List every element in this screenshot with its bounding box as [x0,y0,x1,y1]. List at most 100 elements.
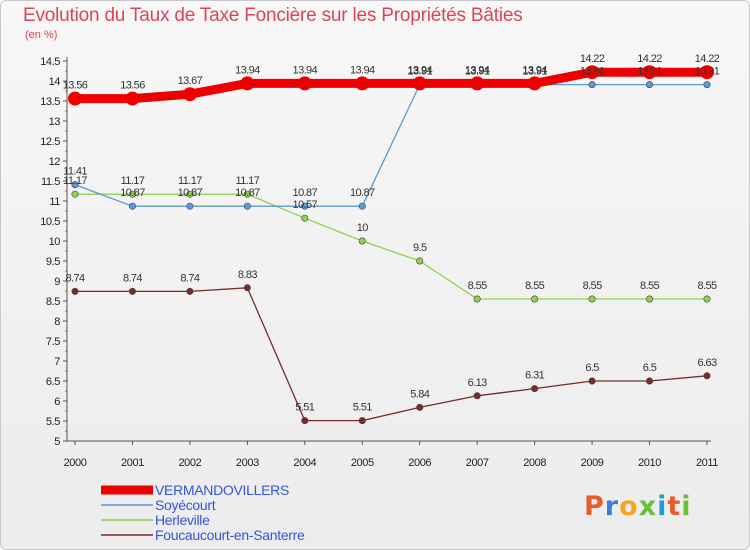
logo-letter: i [681,491,692,522]
y-tick-label: 5 [54,436,60,448]
data-point [243,190,251,198]
unit-label: (en %) [25,29,58,41]
data-point [473,392,481,400]
x-tick-label: 2000 [64,457,87,469]
proxiti-logo: Proxiti [584,491,692,522]
data-label: 14.22 [580,53,605,65]
y-tick-label: 9 [54,276,60,288]
data-label: 10.87 [350,187,375,199]
series-line-3 [75,287,708,422]
data-point [125,91,140,106]
data-point [358,202,366,210]
x-tick-label: 2003 [236,457,259,469]
data-point [297,76,312,91]
data-point [703,295,711,303]
data-label: 8.55 [697,280,716,292]
data-label: 8.55 [468,280,487,292]
y-tick-label: 8.5 [46,296,60,308]
logo-letter: x [638,491,658,522]
series-line-1 [74,83,707,207]
chart-title: Evolution du Taux de Taxe Foncière sur l… [23,5,523,26]
x-tick-label: 2010 [638,457,661,469]
data-label: 9.5 [413,242,427,254]
data-point [71,287,79,295]
x-tick-label: 2011 [696,457,718,469]
data-point [68,91,82,106]
y-tick-label: 9.5 [46,256,60,268]
y-tick-label: 14 [49,76,61,88]
y-tick-label: 11.5 [41,176,60,188]
data-label: 11.17 [236,175,260,187]
data-point [355,76,370,91]
series-line-0 [75,67,707,104]
data-label: 14.22 [695,53,720,65]
data-point [527,76,542,91]
data-label: 13.94 [235,64,260,76]
data-label: 13.94 [293,64,318,76]
x-tick-label: 2004 [293,457,316,469]
data-point [700,65,714,80]
data-label: 13.94 [407,64,432,76]
series-line-2 [75,193,707,300]
data-label: 10.87 [120,187,145,199]
data-label: 8.55 [640,280,659,292]
data-label: 8.74 [123,272,142,284]
y-tick-label: 10 [49,236,61,248]
y-tick-label: 6.5 [46,376,60,388]
y-tick-label: 12.5 [40,136,60,148]
y-tick-label: 14.5 [40,56,60,68]
data-point [646,377,654,385]
data-point [71,190,79,198]
data-point [358,417,366,425]
data-label: 10 [357,222,369,234]
data-label: 8.55 [583,280,602,292]
data-point [703,81,711,89]
data-label: 8.74 [65,272,84,284]
data-point [240,76,255,91]
data-label: 11.17 [178,175,202,187]
data-label: 13.91 [580,66,605,78]
data-label: 13.91 [637,66,662,78]
data-point [470,76,485,91]
data-point [703,372,711,380]
data-label: 13.94 [465,64,490,76]
data-label: 13.56 [120,80,145,92]
data-point [588,377,596,385]
data-label: 8.55 [525,280,544,292]
data-point [412,76,427,91]
data-label: 6.5 [643,362,657,374]
data-point [585,65,600,80]
data-point [416,403,424,411]
data-label: 6.5 [585,362,599,374]
data-label: 5.51 [295,402,314,414]
data-label: 11.17 [63,175,87,187]
data-label: 13.91 [695,66,720,78]
data-label: 10.87 [178,187,203,199]
x-tick-label: 2002 [178,457,201,469]
y-tick-label: 7 [54,356,60,368]
legend-label: Foucaucourt-en-Santerre [155,527,305,543]
data-point [358,237,366,245]
y-tick-label: 13 [49,116,61,128]
data-label: 8.83 [238,269,257,281]
logo-letter: r [604,491,620,522]
data-point [646,81,654,89]
data-point [71,181,79,189]
data-label: 13.91 [522,66,547,78]
data-point [243,202,251,210]
data-point [588,295,596,303]
y-tick-label: 5.5 [46,416,60,428]
data-point [128,202,136,210]
legend-label: Soyécourt [155,497,216,513]
data-point [301,214,309,222]
data-point [531,385,539,393]
data-label: 13.91 [407,66,432,78]
data-point [186,190,194,198]
data-label: 6.13 [468,377,487,389]
data-label: 6.31 [525,370,544,382]
data-label: 5.51 [353,402,372,414]
data-label: 13.94 [350,64,375,76]
logo-letter: o [619,491,639,522]
